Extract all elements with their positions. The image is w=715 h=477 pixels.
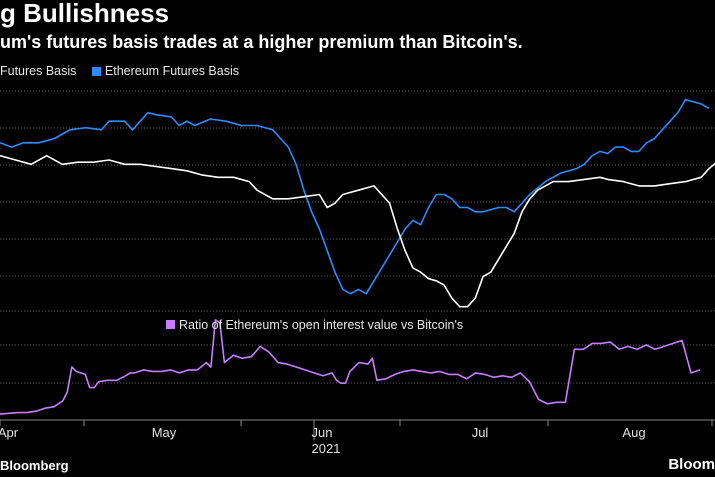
top-panel-grid [0,90,715,312]
chart-subtitle: um's futures basis trades at a higher pr… [0,32,523,52]
legend-label-ethereum-futures-basis: Ethereum Futures Basis [104,64,239,78]
legend-item-futures-basis: Futures Basis [0,64,80,78]
x-axis: Apr May Jun Jul Aug 2021 [0,419,715,456]
brand-logo-text: Bloom [668,456,715,473]
top-legend: Futures Basis Ethereum Futures Basis [0,64,251,78]
bottom-series-line-0 [0,319,701,415]
legend-item-ethereum-futures-basis: Ethereum Futures Basis [91,64,239,78]
bottom-panel-grid [0,344,715,384]
source-label: Bloomberg [0,458,69,473]
x-tick-label-may: May [152,425,177,440]
x-tick-label-aug: Aug [622,425,645,440]
x-year-label: 2021 [312,441,341,456]
legend-label-ratio: Ratio of Ethereum's open interest value … [179,318,463,332]
top-panel-lines [0,98,715,308]
legend-swatch-ratio [166,320,175,329]
x-tick-label-jun: Jun [312,425,333,440]
legend-swatch-ethereum [91,67,101,76]
x-tick-label-jul: Jul [472,425,489,440]
legend-label-futures-basis: Futures Basis [0,64,77,78]
top-series-line-1 [0,98,710,295]
bottom-panel-lines [0,319,701,415]
chart-title: g Bullishness [0,0,170,28]
bottom-legend: Ratio of Ethereum's open interest value … [166,318,463,332]
x-tick-label-apr: Apr [0,425,19,440]
top-series-line-0 [0,154,715,308]
